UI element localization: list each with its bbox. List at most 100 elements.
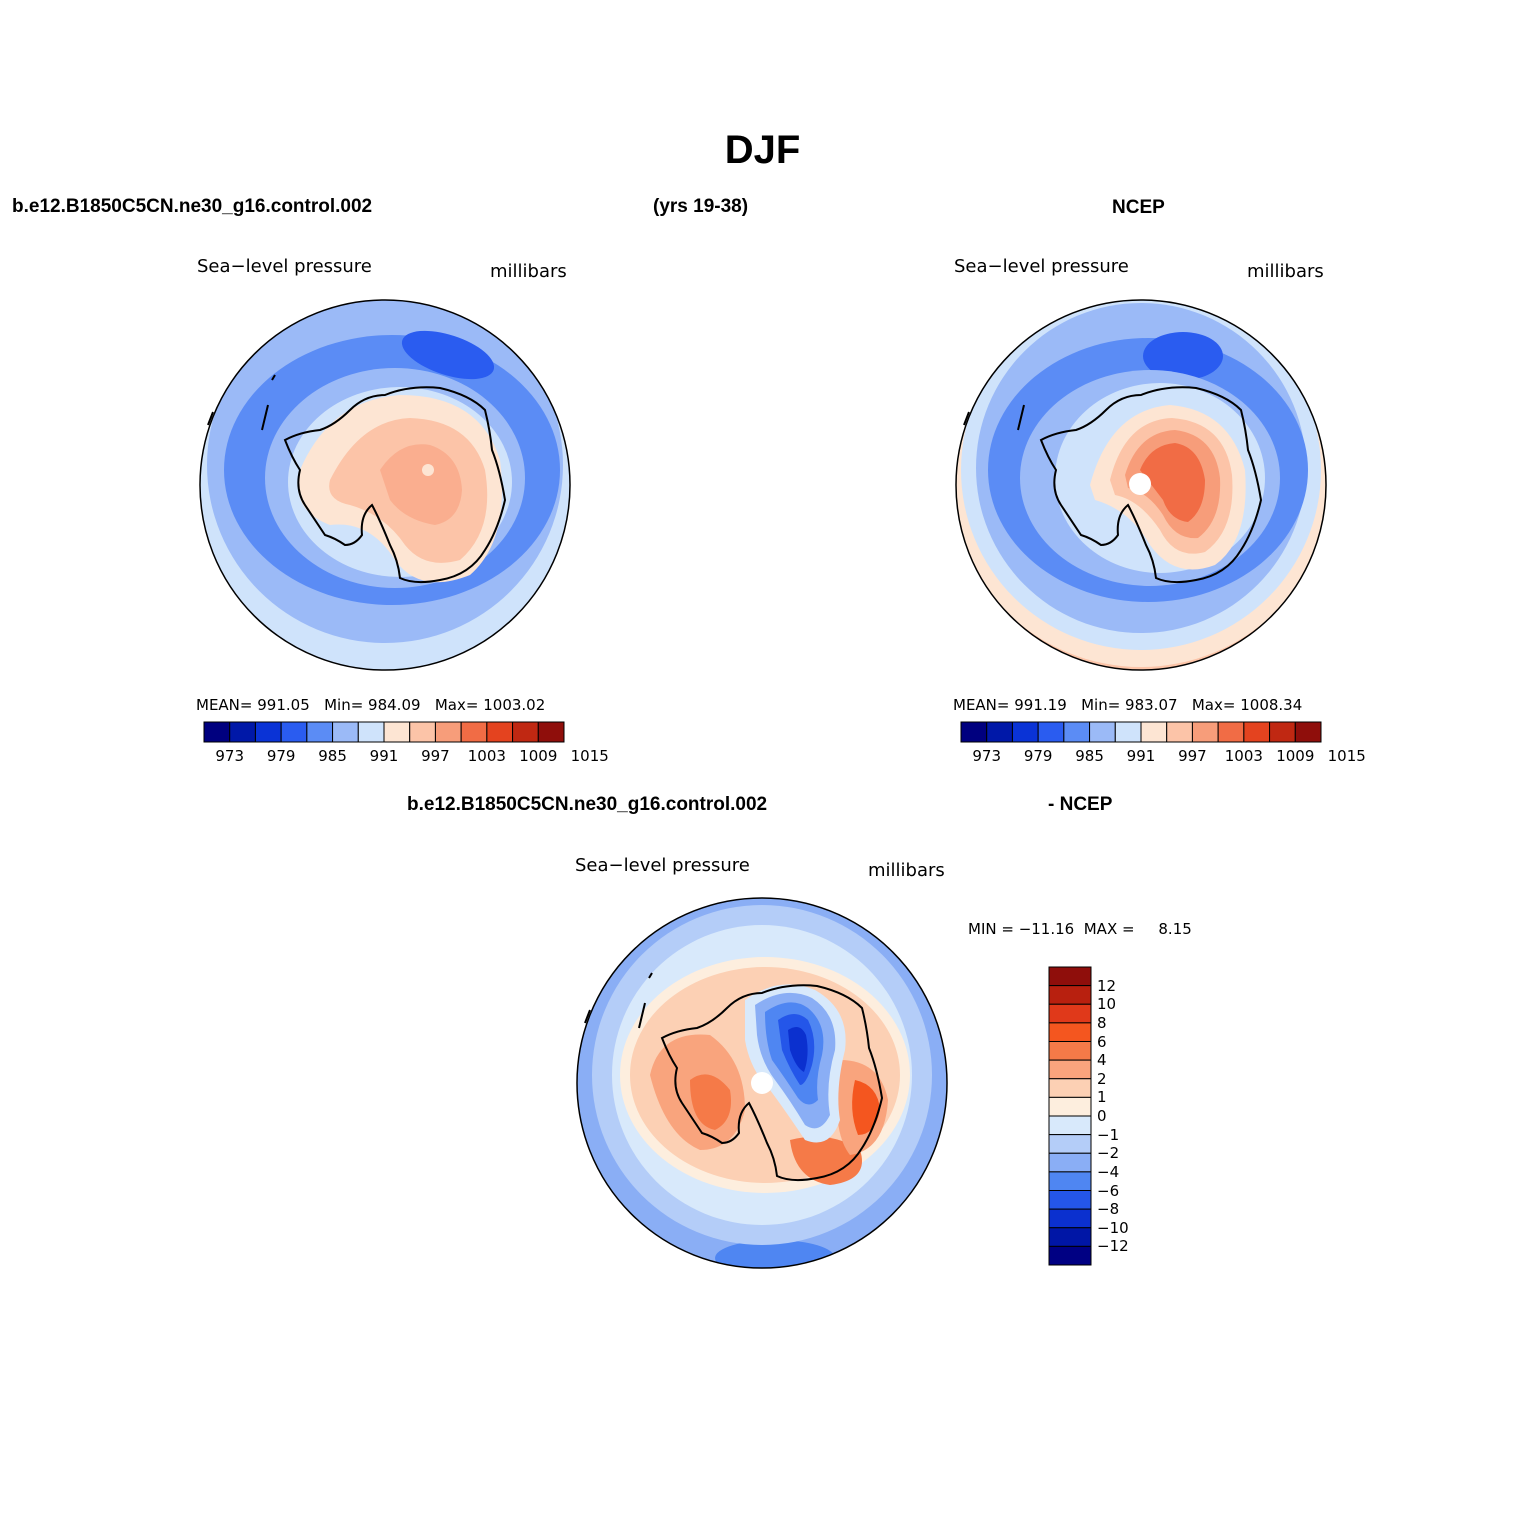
colorbar-tick-label: −2 [1097, 1144, 1120, 1163]
obs-min-value: 983.07 [1125, 696, 1178, 714]
colorbar-tick-label: −12 [1097, 1237, 1129, 1256]
colorbar-swatch [1048, 1171, 1092, 1191]
colorbar-tick-label: 973 [215, 747, 245, 765]
colorbar-swatch [1048, 985, 1092, 1005]
diff-coastline [584, 972, 884, 1182]
model-colorbar [203, 721, 565, 743]
diff-variable-label: Sea−level pressure [575, 855, 750, 876]
colorbar-swatch [1114, 721, 1142, 743]
obs-contour-fill [956, 300, 1326, 670]
colorbar-swatch [1140, 721, 1168, 743]
colorbar-swatch [1166, 721, 1193, 743]
colorbar-swatch [1048, 1152, 1092, 1173]
model-contour-fill [200, 300, 570, 670]
colorbar-tick-label: 991 [369, 747, 399, 765]
obs-units-label: millibars [1247, 261, 1324, 282]
colorbar-swatch [1048, 1059, 1092, 1080]
obs-variable-label: Sea−level pressure [954, 256, 1129, 277]
colorbar-swatch [1217, 721, 1245, 743]
colorbar-tick-label: 1009 [519, 747, 558, 765]
model-max-label: Max= [434, 696, 479, 714]
colorbar-swatch [280, 721, 308, 743]
colorbar-swatch [306, 721, 334, 743]
colorbar-tick-label: 985 [1075, 747, 1104, 765]
figure-title: DJF [724, 128, 801, 172]
colorbar-tick-label: 1003 [467, 747, 506, 765]
model-mean-value: 991.05 [257, 696, 310, 714]
diff-contour-fill [577, 898, 947, 1268]
colorbar-tick-label: 1015 [570, 747, 609, 765]
model-coastline [207, 374, 507, 584]
model-stats: MEAN= 991.05 Min= 984.09 Max= 1003.02 [196, 696, 545, 714]
obs-max-value: 1008.34 [1240, 696, 1303, 714]
obs-min-label: Min= [1081, 696, 1121, 714]
colorbar-tick-label: −8 [1097, 1200, 1120, 1219]
colorbar-swatch [1048, 1208, 1092, 1229]
colorbar-tick-label: 979 [1023, 747, 1053, 765]
colorbar-tick-label: 973 [972, 747, 1002, 765]
model-mean-label: MEAN= [196, 696, 253, 714]
colorbar-swatch [1048, 966, 1092, 987]
colorbar-swatch [486, 721, 514, 743]
obs-name-label: NCEP [1112, 197, 1165, 218]
colorbar-tick-label: 1 [1097, 1088, 1107, 1107]
colorbar-swatch [537, 721, 565, 743]
diff-case-name-label: b.e12.B1850C5CN.ne30_g16.control.002 [407, 794, 768, 815]
colorbar-swatch [1048, 1115, 1092, 1136]
colorbar-tick-label: 985 [318, 747, 347, 765]
diff-colorbar [1048, 966, 1092, 1266]
colorbar-swatch [1048, 1041, 1092, 1061]
colorbar-tick-label: 6 [1097, 1032, 1107, 1051]
colorbar-tick-label: −4 [1097, 1162, 1120, 1181]
colorbar-swatch [1089, 721, 1116, 743]
colorbar-swatch [383, 721, 411, 743]
colorbar-swatch [1048, 1190, 1092, 1210]
colorbar-tick-label: 4 [1097, 1051, 1107, 1070]
colorbar-tick-label: 991 [1126, 747, 1156, 765]
colorbar-swatch [1048, 1245, 1092, 1266]
model-min-value: 984.09 [368, 696, 421, 714]
colorbar-swatch [229, 721, 256, 743]
colorbar-swatch [1048, 1078, 1092, 1098]
colorbar-swatch [1048, 1227, 1092, 1247]
colorbar-swatch [1048, 1022, 1092, 1042]
colorbar-swatch [332, 721, 359, 743]
colorbar-swatch [1048, 1134, 1092, 1154]
model-min-label: Min= [324, 696, 364, 714]
diff-suffix-label: - NCEP [1048, 794, 1113, 815]
colorbar-swatch [1048, 1096, 1092, 1117]
colorbar-swatch [409, 721, 436, 743]
colorbar-swatch [1191, 721, 1219, 743]
colorbar-swatch [986, 721, 1013, 743]
colorbar-swatch [254, 721, 282, 743]
colorbar-tick-label: 997 [421, 747, 450, 765]
colorbar-tick-label: 8 [1097, 1013, 1107, 1032]
obs-mean-label: MEAN= [953, 696, 1010, 714]
colorbar-swatch [1011, 721, 1039, 743]
colorbar-tick-label: 1003 [1224, 747, 1263, 765]
obs-coastline [963, 386, 1263, 584]
colorbar-swatch [1048, 1003, 1092, 1024]
colorbar-swatch [1063, 721, 1091, 743]
colorbar-tick-label: −6 [1097, 1181, 1120, 1200]
diff-minmax-label: MIN = −11.16 MAX = 8.15 [968, 920, 1192, 938]
case-name-label: b.e12.B1850C5CN.ne30_g16.control.002 [12, 196, 373, 217]
obs-stats: MEAN= 991.19 Min= 983.07 Max= 1008.34 [953, 696, 1302, 714]
colorbar-swatch [460, 721, 488, 743]
years-label: (yrs 19-38) [653, 196, 749, 217]
colorbar-swatch [1037, 721, 1065, 743]
colorbar-tick-label: 2 [1097, 1069, 1107, 1088]
colorbar-swatch [434, 721, 462, 743]
colorbar-swatch [1294, 721, 1322, 743]
colorbar-tick-label: 1015 [1327, 747, 1366, 765]
colorbar-swatch [1243, 721, 1271, 743]
colorbar-tick-label: 0 [1097, 1107, 1107, 1125]
diff-units-label: millibars [868, 860, 945, 881]
colorbar-tick-label: 997 [1178, 747, 1207, 765]
colorbar-tick-label: −1 [1097, 1125, 1120, 1144]
colorbar-swatch [960, 721, 988, 743]
obs-colorbar [960, 721, 1322, 743]
colorbar-swatch [512, 721, 539, 743]
obs-mean-value: 991.19 [1014, 696, 1067, 714]
model-units-label: millibars [490, 261, 567, 282]
